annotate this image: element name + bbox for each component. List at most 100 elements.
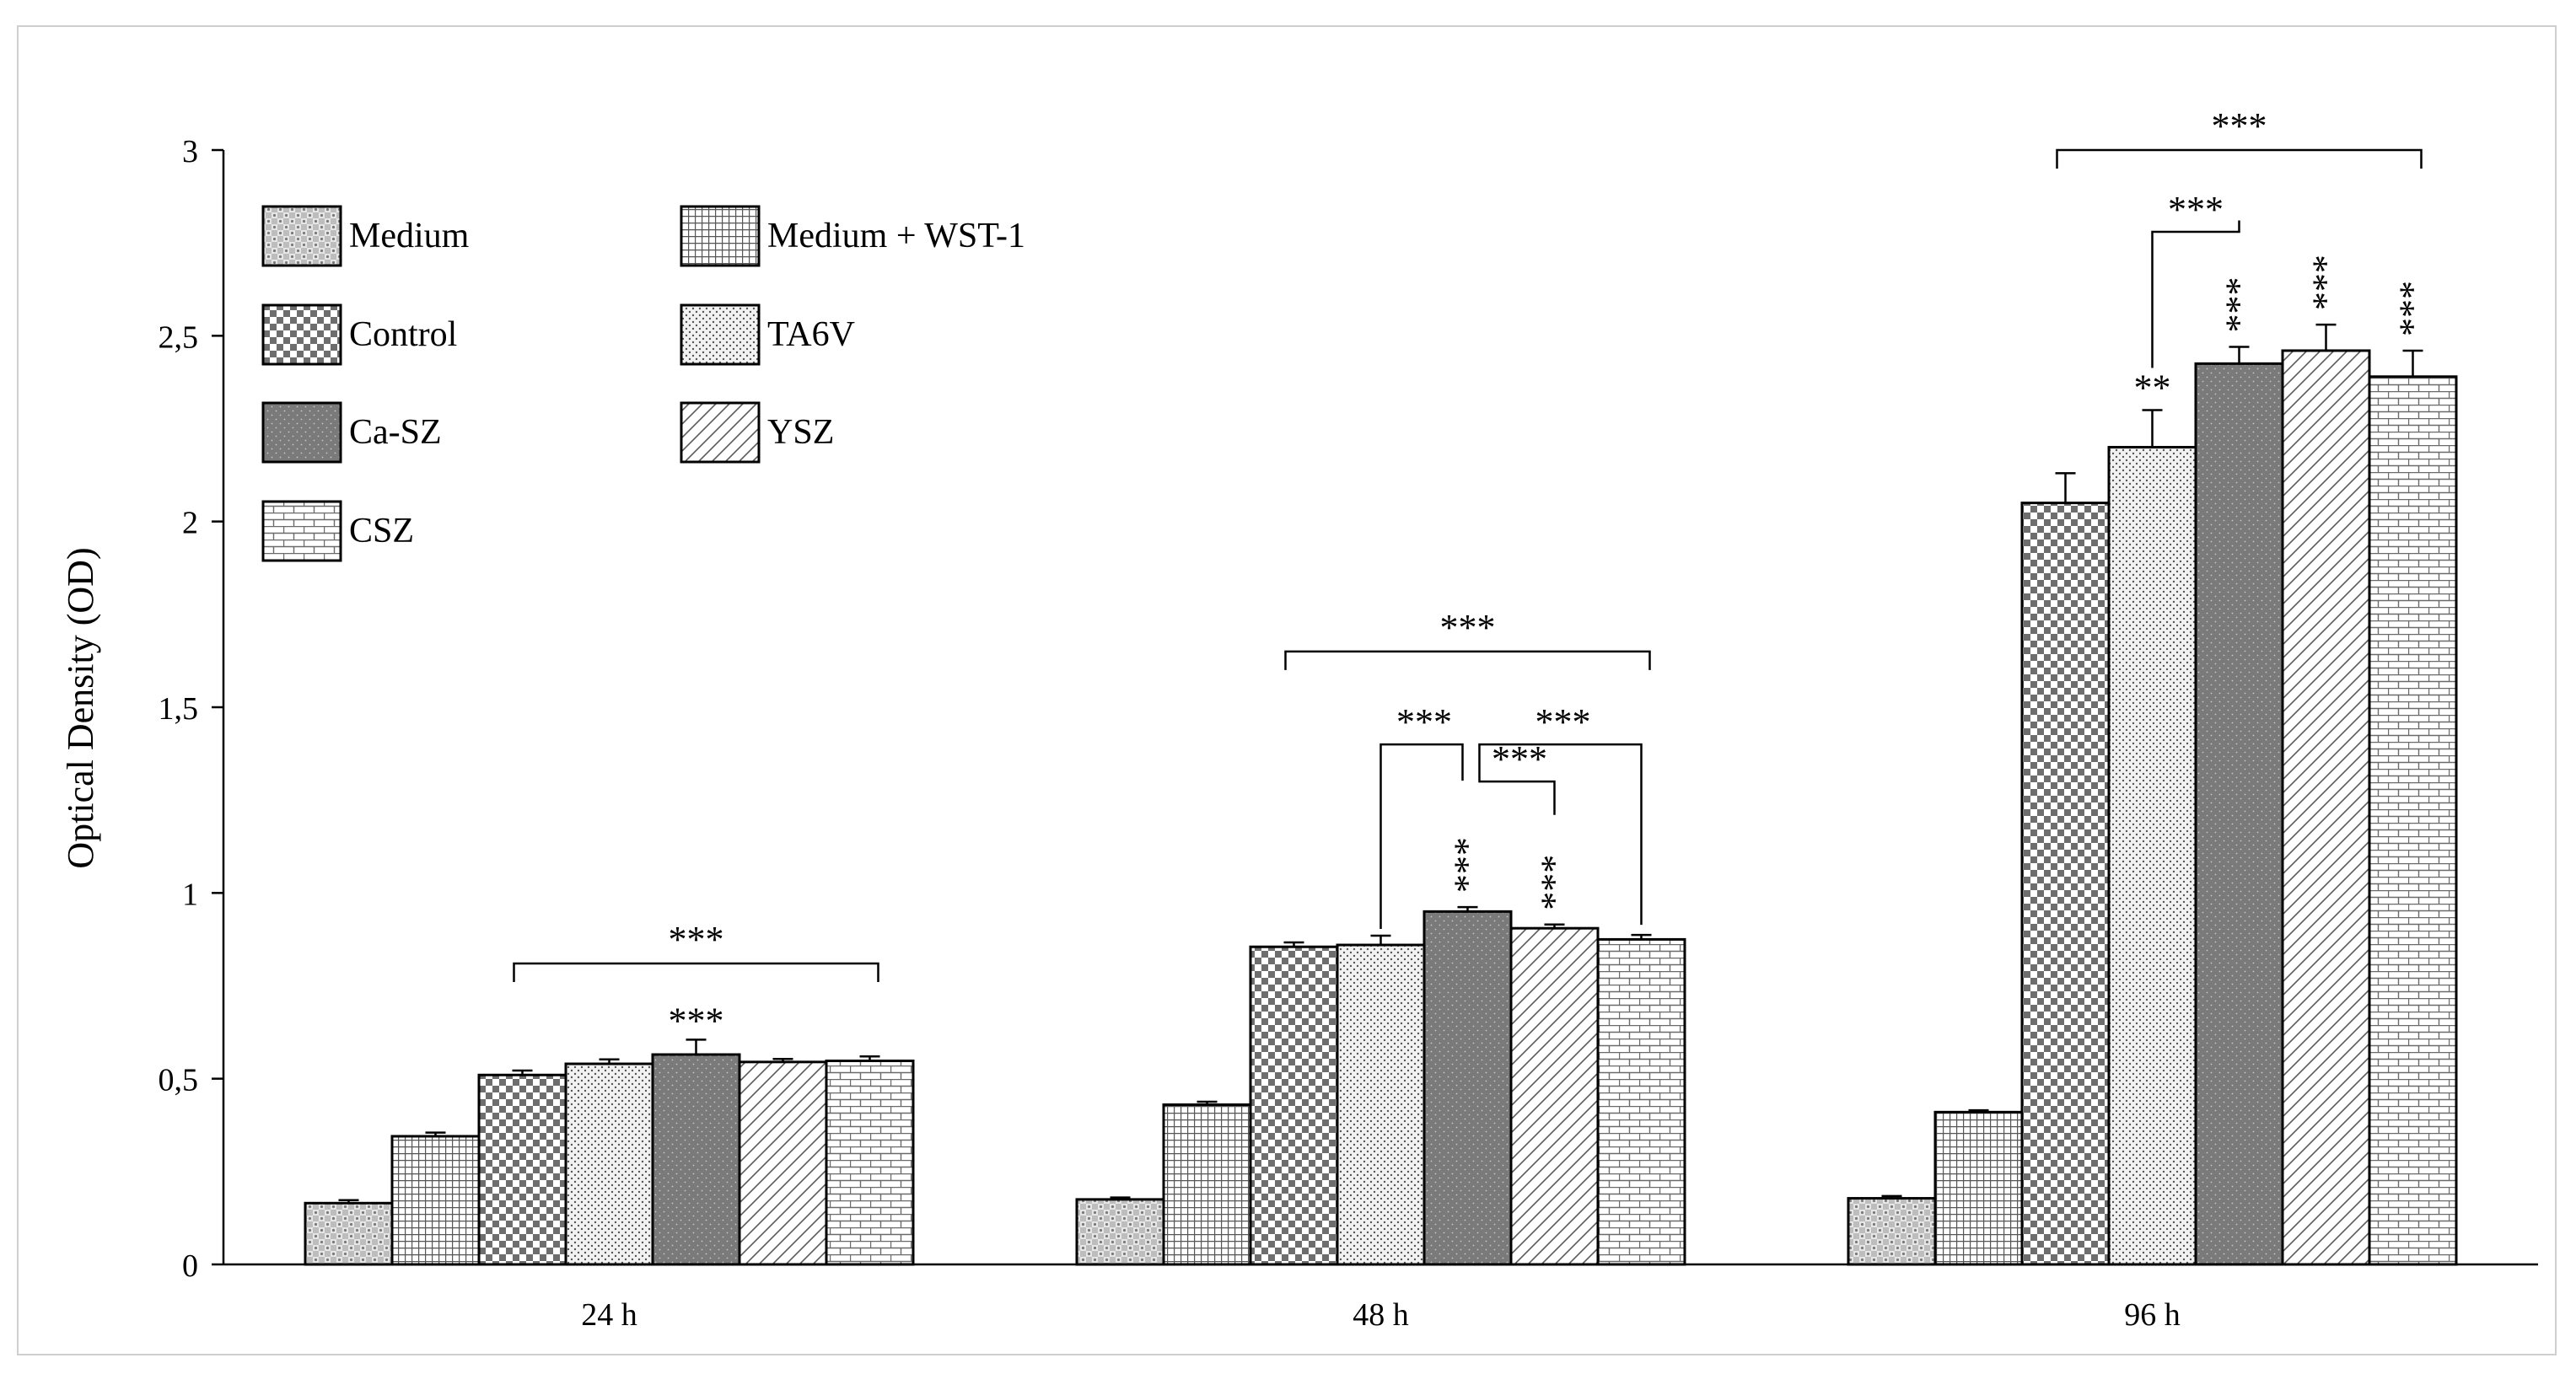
y-axis-label: Optical Density (OD) bbox=[60, 547, 101, 868]
significance-annotations: *************** ******** *** **************… bbox=[513, 105, 2433, 1041]
legend-swatch bbox=[680, 401, 761, 464]
error-bar bbox=[859, 1055, 880, 1061]
error-bar bbox=[1283, 941, 1304, 947]
legend-label: Control bbox=[349, 315, 457, 354]
group-bracket bbox=[1284, 650, 1651, 670]
significance-mark: ** bbox=[2134, 367, 2171, 408]
error-bar bbox=[2142, 409, 2163, 448]
y-axis: 0 0,5 1 1,5 2 2,5 3 bbox=[159, 134, 225, 1284]
x-tick-label: 48 h bbox=[1353, 1297, 1409, 1333]
bar bbox=[651, 1053, 741, 1266]
bar bbox=[738, 1060, 828, 1266]
bar bbox=[1596, 937, 1686, 1266]
x-tick-label: 96 h bbox=[2124, 1297, 2181, 1333]
bar bbox=[1847, 1197, 1937, 1266]
legend-item: CSZ bbox=[261, 500, 414, 562]
legend: Medium Medium + WST-1 Control TA6V Ca-SZ YSZ C… bbox=[261, 205, 1025, 562]
error-bar bbox=[1881, 1194, 1902, 1199]
pair-bracket-label: *** bbox=[1535, 701, 1591, 743]
y-tick-label: 3 bbox=[182, 134, 198, 169]
error-bar bbox=[2229, 346, 2250, 364]
bar bbox=[1162, 1103, 1252, 1266]
error-bar bbox=[1544, 923, 1565, 929]
legend-item: Medium bbox=[261, 205, 470, 267]
legend-label: TA6V bbox=[767, 315, 855, 354]
legend-label: Ca-SZ bbox=[349, 413, 442, 452]
error-bar bbox=[1631, 933, 1652, 940]
bar bbox=[564, 1062, 654, 1266]
legend-item: TA6V bbox=[680, 303, 855, 366]
pair-bracket-label: *** bbox=[2168, 189, 2224, 230]
legend-swatch bbox=[680, 205, 761, 267]
bar bbox=[477, 1073, 567, 1266]
legend-label: Medium bbox=[349, 217, 470, 255]
error-bar bbox=[512, 1069, 533, 1076]
significance-mark: *** bbox=[2218, 277, 2260, 333]
legend-label: CSZ bbox=[349, 512, 414, 550]
error-bar bbox=[1197, 1100, 1218, 1105]
significance-mark: *** bbox=[669, 1000, 724, 1041]
error-bar bbox=[2055, 472, 2076, 503]
bar bbox=[1933, 1110, 2024, 1266]
group-bracket-label: *** bbox=[669, 919, 724, 960]
y-tick-label: 2 bbox=[182, 506, 198, 541]
bar bbox=[304, 1201, 394, 1266]
bars bbox=[304, 323, 2458, 1266]
legend-item: Medium + WST-1 bbox=[680, 205, 1025, 267]
bar bbox=[1422, 910, 1513, 1266]
bar bbox=[825, 1060, 915, 1266]
y-tick-label: 0 bbox=[182, 1248, 198, 1284]
x-tick-label: 24 h bbox=[581, 1297, 637, 1333]
pair-bracket bbox=[2151, 220, 2240, 368]
bar bbox=[390, 1135, 481, 1266]
y-tick-label: 0,5 bbox=[159, 1063, 199, 1098]
significance-mark: *** bbox=[1534, 855, 1575, 910]
pair-bracket bbox=[1478, 780, 1556, 815]
error-bar bbox=[1968, 1108, 1989, 1113]
error-bar bbox=[2402, 349, 2423, 377]
legend-swatch bbox=[680, 303, 761, 366]
pair-bracket-label: *** bbox=[1396, 701, 1452, 743]
pair-bracket bbox=[1478, 743, 1643, 926]
error-bar bbox=[338, 1199, 359, 1204]
error-bar bbox=[2315, 323, 2337, 351]
legend-item: Ca-SZ bbox=[261, 401, 442, 464]
error-bar bbox=[686, 1039, 707, 1055]
error-bar bbox=[1370, 934, 1391, 946]
group-bracket bbox=[2056, 148, 2423, 169]
legend-swatch bbox=[261, 303, 342, 366]
bar bbox=[2020, 502, 2111, 1266]
group-bracket-label: *** bbox=[1440, 607, 1496, 648]
error-bar bbox=[425, 1131, 446, 1136]
error-bar bbox=[772, 1058, 793, 1062]
bar bbox=[2194, 362, 2284, 1266]
legend-swatch bbox=[261, 500, 342, 562]
bar bbox=[2281, 349, 2371, 1266]
bar bbox=[1509, 926, 1600, 1266]
error-bar bbox=[1110, 1196, 1131, 1200]
x-axis: 24 h 48 h 96 h bbox=[223, 1263, 2538, 1333]
legend-item: YSZ bbox=[680, 401, 834, 464]
bar bbox=[2107, 446, 2197, 1266]
bar bbox=[1075, 1198, 1165, 1266]
significance-mark: *** bbox=[2392, 281, 2433, 336]
bar bbox=[2368, 375, 2458, 1266]
y-tick-label: 1,5 bbox=[159, 691, 199, 727]
y-tick-label: 2,5 bbox=[159, 319, 199, 355]
legend-item: Control bbox=[261, 303, 457, 366]
bar bbox=[1336, 943, 1426, 1266]
bar bbox=[1249, 945, 1339, 1266]
significance-mark: *** bbox=[1447, 837, 1488, 893]
legend-label: Medium + WST-1 bbox=[767, 217, 1025, 255]
group-bracket bbox=[513, 962, 879, 983]
y-tick-label: 1 bbox=[182, 877, 198, 912]
legend-swatch bbox=[261, 401, 342, 464]
significance-mark: *** bbox=[2305, 255, 2347, 310]
legend-label: YSZ bbox=[767, 413, 834, 452]
pair-bracket bbox=[1379, 743, 1464, 930]
error-bar bbox=[1457, 905, 1478, 912]
group-bracket-label: *** bbox=[2212, 105, 2267, 147]
legend-swatch bbox=[261, 205, 342, 267]
error-bar bbox=[599, 1058, 620, 1065]
